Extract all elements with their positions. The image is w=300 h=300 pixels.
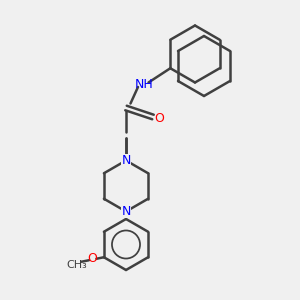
Text: O: O [154,112,164,125]
Text: N: N [121,154,131,167]
Text: CH₃: CH₃ [67,260,87,270]
Text: N: N [121,205,131,218]
Text: NH: NH [135,77,153,91]
Text: O: O [87,252,97,265]
